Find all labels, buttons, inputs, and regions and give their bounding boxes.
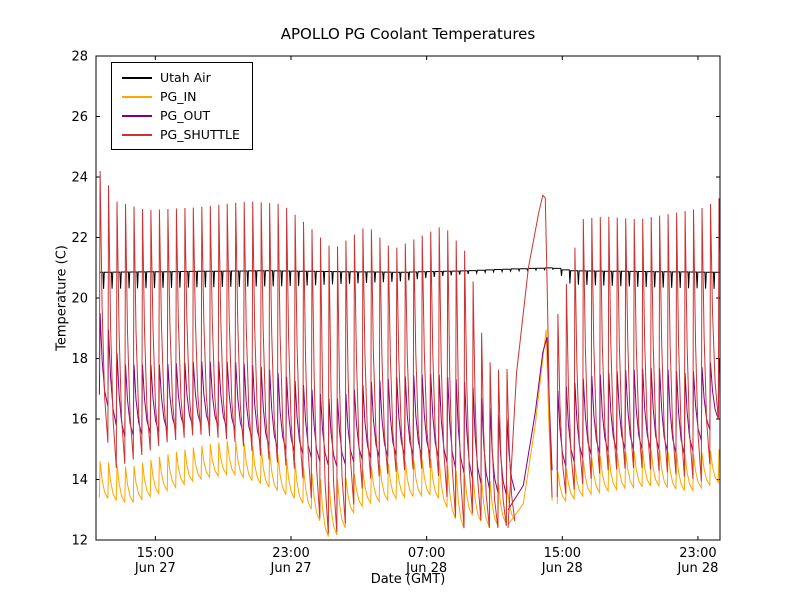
series-PG_IN (98, 329, 720, 537)
legend-line-swatch-utah-air (122, 76, 152, 79)
legend-item-pg-shuttle: PG_SHUTTLE (122, 127, 240, 142)
legend-label-pg-shuttle: PG_SHUTTLE (160, 127, 240, 142)
legend-line-swatch-pg-out (122, 114, 152, 117)
series-PG_SHUTTLE (98, 170, 720, 534)
x-tick-label-time: 15:00 (137, 546, 174, 561)
legend-item-pg-out: PG_OUT (122, 108, 240, 123)
legend-label-utah-air: Utah Air (160, 70, 211, 85)
y-tick-label: 16 (71, 413, 88, 428)
series-Utah Air (99, 267, 720, 289)
x-tick-label-date: Jun 28 (405, 561, 447, 576)
legend-label-pg-out: PG_OUT (160, 108, 211, 123)
x-tick-label-date: Jun 27 (270, 561, 312, 576)
legend-line-swatch-pg-shuttle (122, 133, 152, 136)
x-axis-label: Date (GMT) (370, 572, 446, 587)
y-tick-label: 12 (71, 534, 88, 549)
legend-line-swatch-pg-in (122, 95, 152, 98)
y-tick-label: 14 (71, 473, 88, 488)
x-tick-label-time: 23:00 (272, 546, 309, 561)
legend-label-pg-in: PG_IN (160, 89, 197, 104)
series-group (98, 170, 720, 537)
x-tick-label-time: 15:00 (544, 546, 581, 561)
y-tick-label: 26 (71, 110, 88, 125)
y-tick-label: 18 (71, 352, 88, 367)
chart-title: APOLLO PG Coolant Temperatures (280, 25, 536, 43)
y-tick-label: 22 (71, 231, 88, 246)
legend-item-pg-in: PG_IN (122, 89, 240, 104)
x-tick-label-date: Jun 28 (541, 561, 583, 576)
x-tick-label-date: Jun 27 (134, 561, 176, 576)
x-tick-label-time: 23:00 (679, 546, 716, 561)
y-tick-label: 20 (71, 292, 88, 307)
y-tick-label: 24 (71, 171, 88, 186)
axes-frame (95, 55, 721, 541)
x-tick-label-date: Jun 28 (676, 561, 718, 576)
legend: Utah Air PG_IN PG_OUT PG_SHUTTLE (111, 62, 253, 150)
x-tick-label-time: 07:00 (408, 546, 445, 561)
y-tick-label: 28 (71, 50, 88, 65)
legend-item-utah-air: Utah Air (122, 70, 240, 85)
